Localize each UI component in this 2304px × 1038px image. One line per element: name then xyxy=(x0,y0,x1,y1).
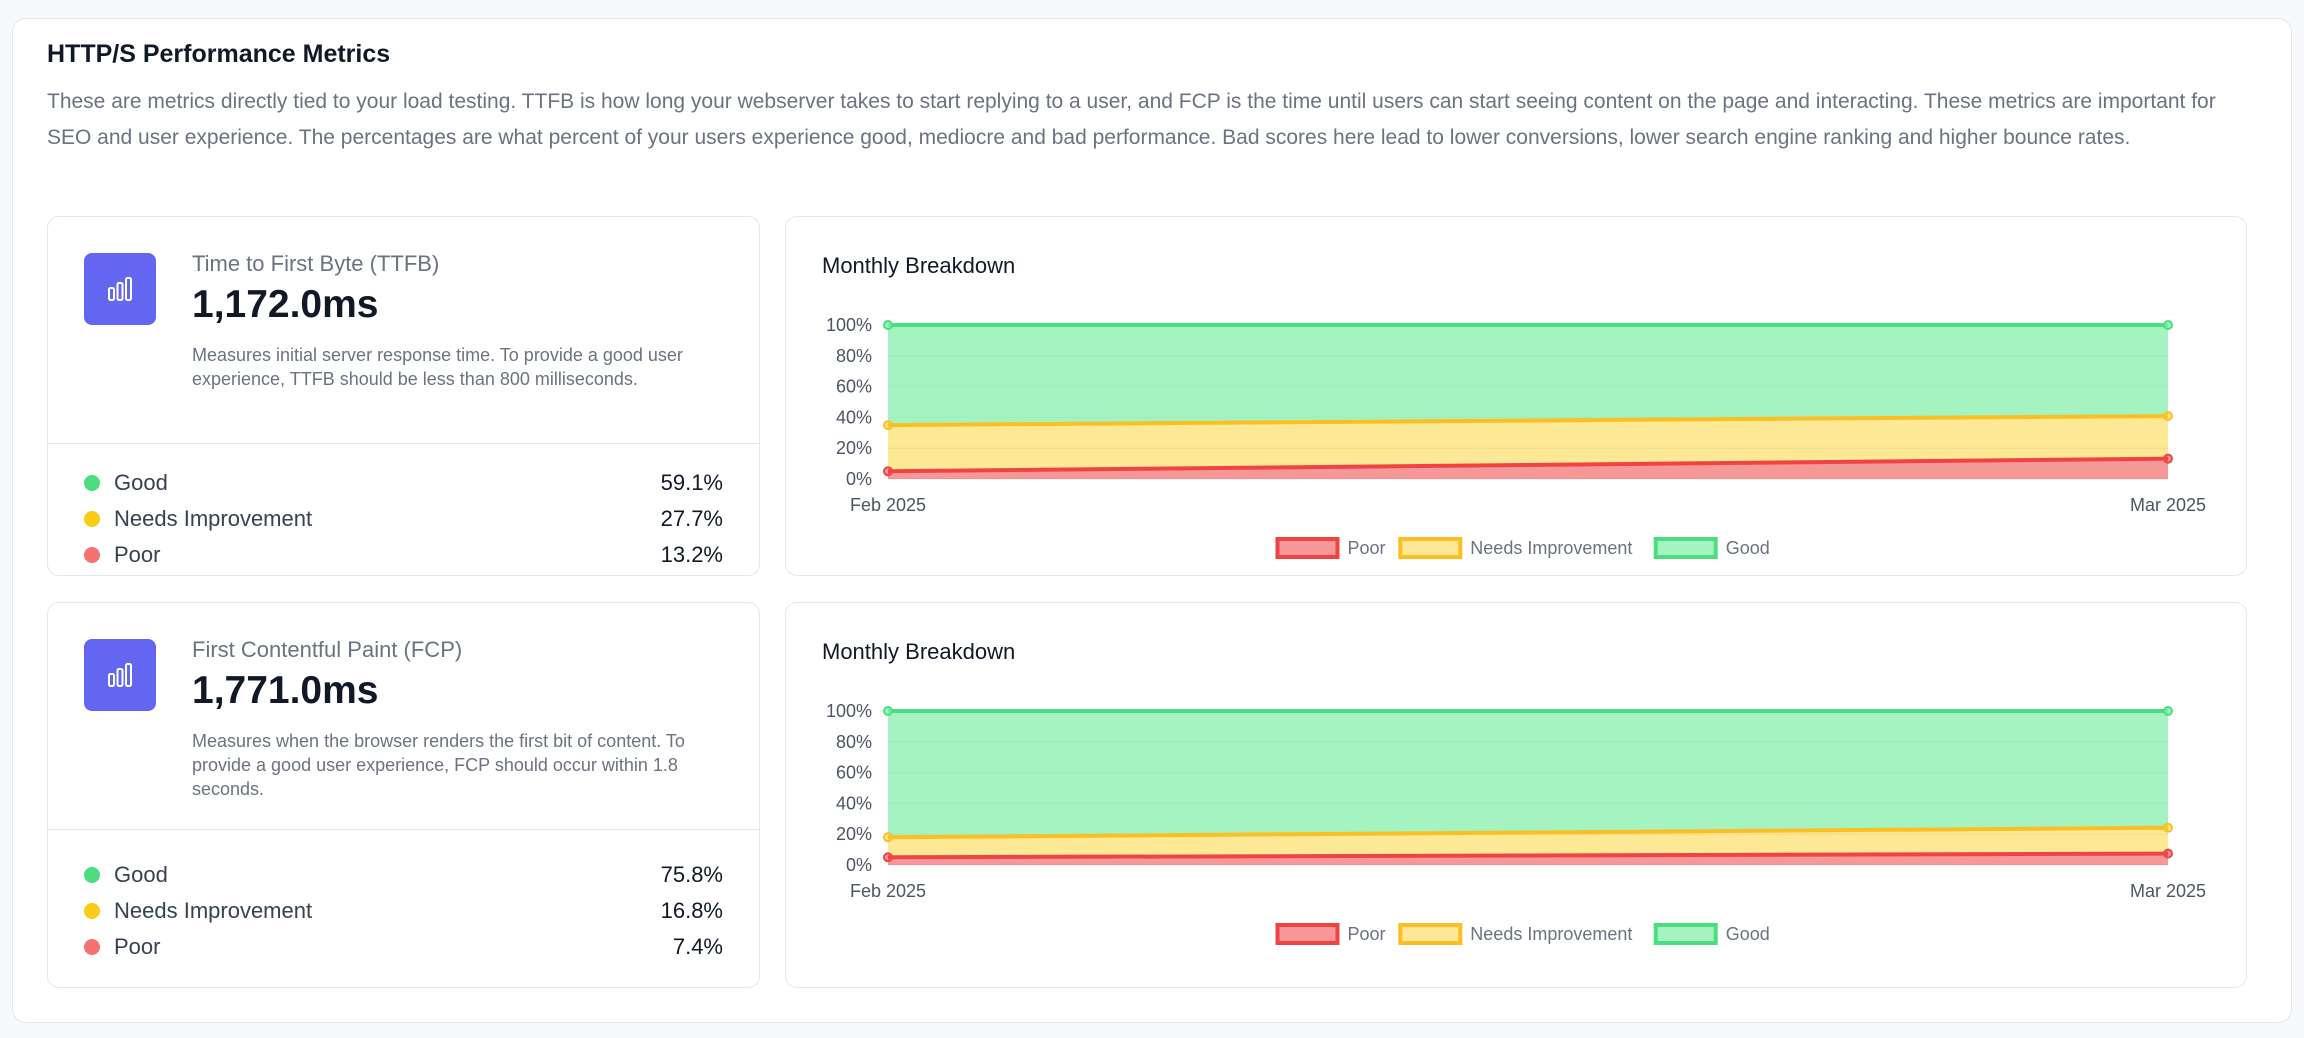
fcp-chart-card: Monthly Breakdown 0% 20% 40% 60% 80% 100% Feb … xyxy=(785,602,2247,988)
chart-title: Monthly Breakdown xyxy=(822,639,1016,664)
bar-chart-icon xyxy=(84,253,156,325)
stat-pct: 13.2% xyxy=(660,542,723,567)
series-line-needs-improvement xyxy=(887,414,2169,428)
bar-chart-icon xyxy=(84,639,156,711)
x-tick-label: Mar 2025 xyxy=(2130,881,2206,901)
metric-label: Time to First Byte (TTFB) xyxy=(192,251,440,276)
series-line-needs-improvement xyxy=(887,825,2169,840)
stat-name: Good xyxy=(114,470,168,495)
series-line-poor xyxy=(887,851,2169,860)
stat-name: Needs Improvement xyxy=(114,506,313,531)
section-title: HTTP/S Performance Metrics xyxy=(47,40,391,68)
data-point-needs-improvement xyxy=(883,832,893,843)
stat-row-needs-improvement: Needs Improvement 27.7% xyxy=(84,503,723,535)
stat-pct: 27.7% xyxy=(660,506,723,531)
y-tick-label: 80% xyxy=(836,732,872,752)
legend-swatch-needs-improvement xyxy=(1398,923,1463,945)
metric-note: Measures initial server response time. T… xyxy=(192,345,683,389)
stat-name: Good xyxy=(114,862,168,887)
divider xyxy=(48,443,759,444)
x-tick-label: Feb 2025 xyxy=(850,495,926,515)
y-tick-label: 40% xyxy=(836,793,872,813)
good-dot-icon xyxy=(84,867,100,883)
data-point-poor xyxy=(2163,848,2173,859)
legend-label-good: Good xyxy=(1726,924,1770,944)
data-point-good xyxy=(2163,706,2173,716)
area-good xyxy=(888,711,2168,838)
x-tick-label: Feb 2025 xyxy=(850,881,926,901)
fcp-card: First Contentful Paint (FCP) 1,771.0ms M… xyxy=(47,602,760,988)
data-point-good xyxy=(883,320,893,330)
data-point-good xyxy=(2163,320,2173,330)
stat-row-good: Good 59.1% xyxy=(84,467,723,499)
series-line-poor xyxy=(887,456,2169,474)
ttfb-chart-card: Monthly Breakdown 0% 20% 40% 60% 80% 100% Feb … xyxy=(785,216,2247,576)
stat-row-poor: Poor 13.2% xyxy=(84,539,723,571)
divider xyxy=(48,829,759,830)
needs-improvement-dot-icon xyxy=(84,511,100,527)
metric-label: First Contentful Paint (FCP) xyxy=(192,637,463,662)
metric-value: 1,172.0ms xyxy=(192,283,379,326)
y-tick-label: 60% xyxy=(836,377,872,397)
stat-name: Needs Improvement xyxy=(114,898,313,923)
fcp-monthly-chart: 0% 20% 40% 60% 80% 100% Feb 2025 Mar 2025 Poor Ne… xyxy=(826,701,2206,945)
y-tick-label: 100% xyxy=(826,315,872,335)
stat-name: Poor xyxy=(114,542,161,567)
legend-swatch-poor xyxy=(1275,923,1340,945)
y-tick-label: 100% xyxy=(826,701,872,721)
data-point-needs-improvement xyxy=(883,420,893,431)
stat-row-poor: Poor 7.4% xyxy=(84,931,723,963)
data-point-needs-improvement xyxy=(2163,411,2173,422)
x-tick-label: Mar 2025 xyxy=(2130,495,2206,515)
y-tick-label: 0% xyxy=(846,855,872,875)
legend-swatch-good xyxy=(1653,537,1718,559)
stat-pct: 59.1% xyxy=(660,470,723,495)
stat-pct: 7.4% xyxy=(672,934,723,959)
legend-swatch-needs-improvement xyxy=(1398,537,1463,559)
metric-value: 1,771.0ms xyxy=(192,669,379,712)
legend-swatch-good xyxy=(1653,923,1718,945)
stat-pct: 75.8% xyxy=(660,862,723,887)
area-needs-improvement xyxy=(888,416,2168,472)
y-tick-label: 80% xyxy=(836,346,872,366)
stat-name: Poor xyxy=(114,934,161,959)
section-description: These are metrics directly tied to your … xyxy=(47,90,2216,149)
legend-label-poor: Poor xyxy=(1348,538,1386,558)
legend-label-poor: Poor xyxy=(1348,924,1386,944)
y-tick-label: 20% xyxy=(836,438,872,458)
stat-row-needs-improvement: Needs Improvement 16.8% xyxy=(84,895,723,927)
metric-note: Measures when the browser renders the fi… xyxy=(192,731,685,799)
data-point-good xyxy=(883,706,893,716)
legend-swatch-poor xyxy=(1275,537,1340,559)
legend-label-needs-improvement: Needs Improvement xyxy=(1470,924,1632,944)
chart-title: Monthly Breakdown xyxy=(822,253,1016,278)
poor-dot-icon xyxy=(84,547,100,563)
data-point-poor xyxy=(883,466,893,477)
legend-label-needs-improvement: Needs Improvement xyxy=(1470,538,1632,558)
area-good xyxy=(888,325,2168,426)
stat-pct: 16.8% xyxy=(660,898,723,923)
needs-improvement-dot-icon xyxy=(84,903,100,919)
stat-row-good: Good 75.8% xyxy=(84,859,723,891)
y-tick-label: 0% xyxy=(846,469,872,489)
ttfb-monthly-chart: 0% 20% 40% 60% 80% 100% Feb 2025 Mar 2025 Poor Ne… xyxy=(826,315,2206,559)
data-point-poor xyxy=(2163,453,2173,464)
ttfb-card: Time to First Byte (TTFB) 1,172.0ms Meas… xyxy=(47,216,760,576)
good-dot-icon xyxy=(84,475,100,491)
y-tick-label: 60% xyxy=(836,763,872,783)
data-point-poor xyxy=(883,852,893,863)
y-tick-label: 20% xyxy=(836,824,872,844)
data-point-needs-improvement xyxy=(2163,822,2173,833)
legend-label-good: Good xyxy=(1726,538,1770,558)
y-tick-label: 40% xyxy=(836,407,872,427)
poor-dot-icon xyxy=(84,939,100,955)
